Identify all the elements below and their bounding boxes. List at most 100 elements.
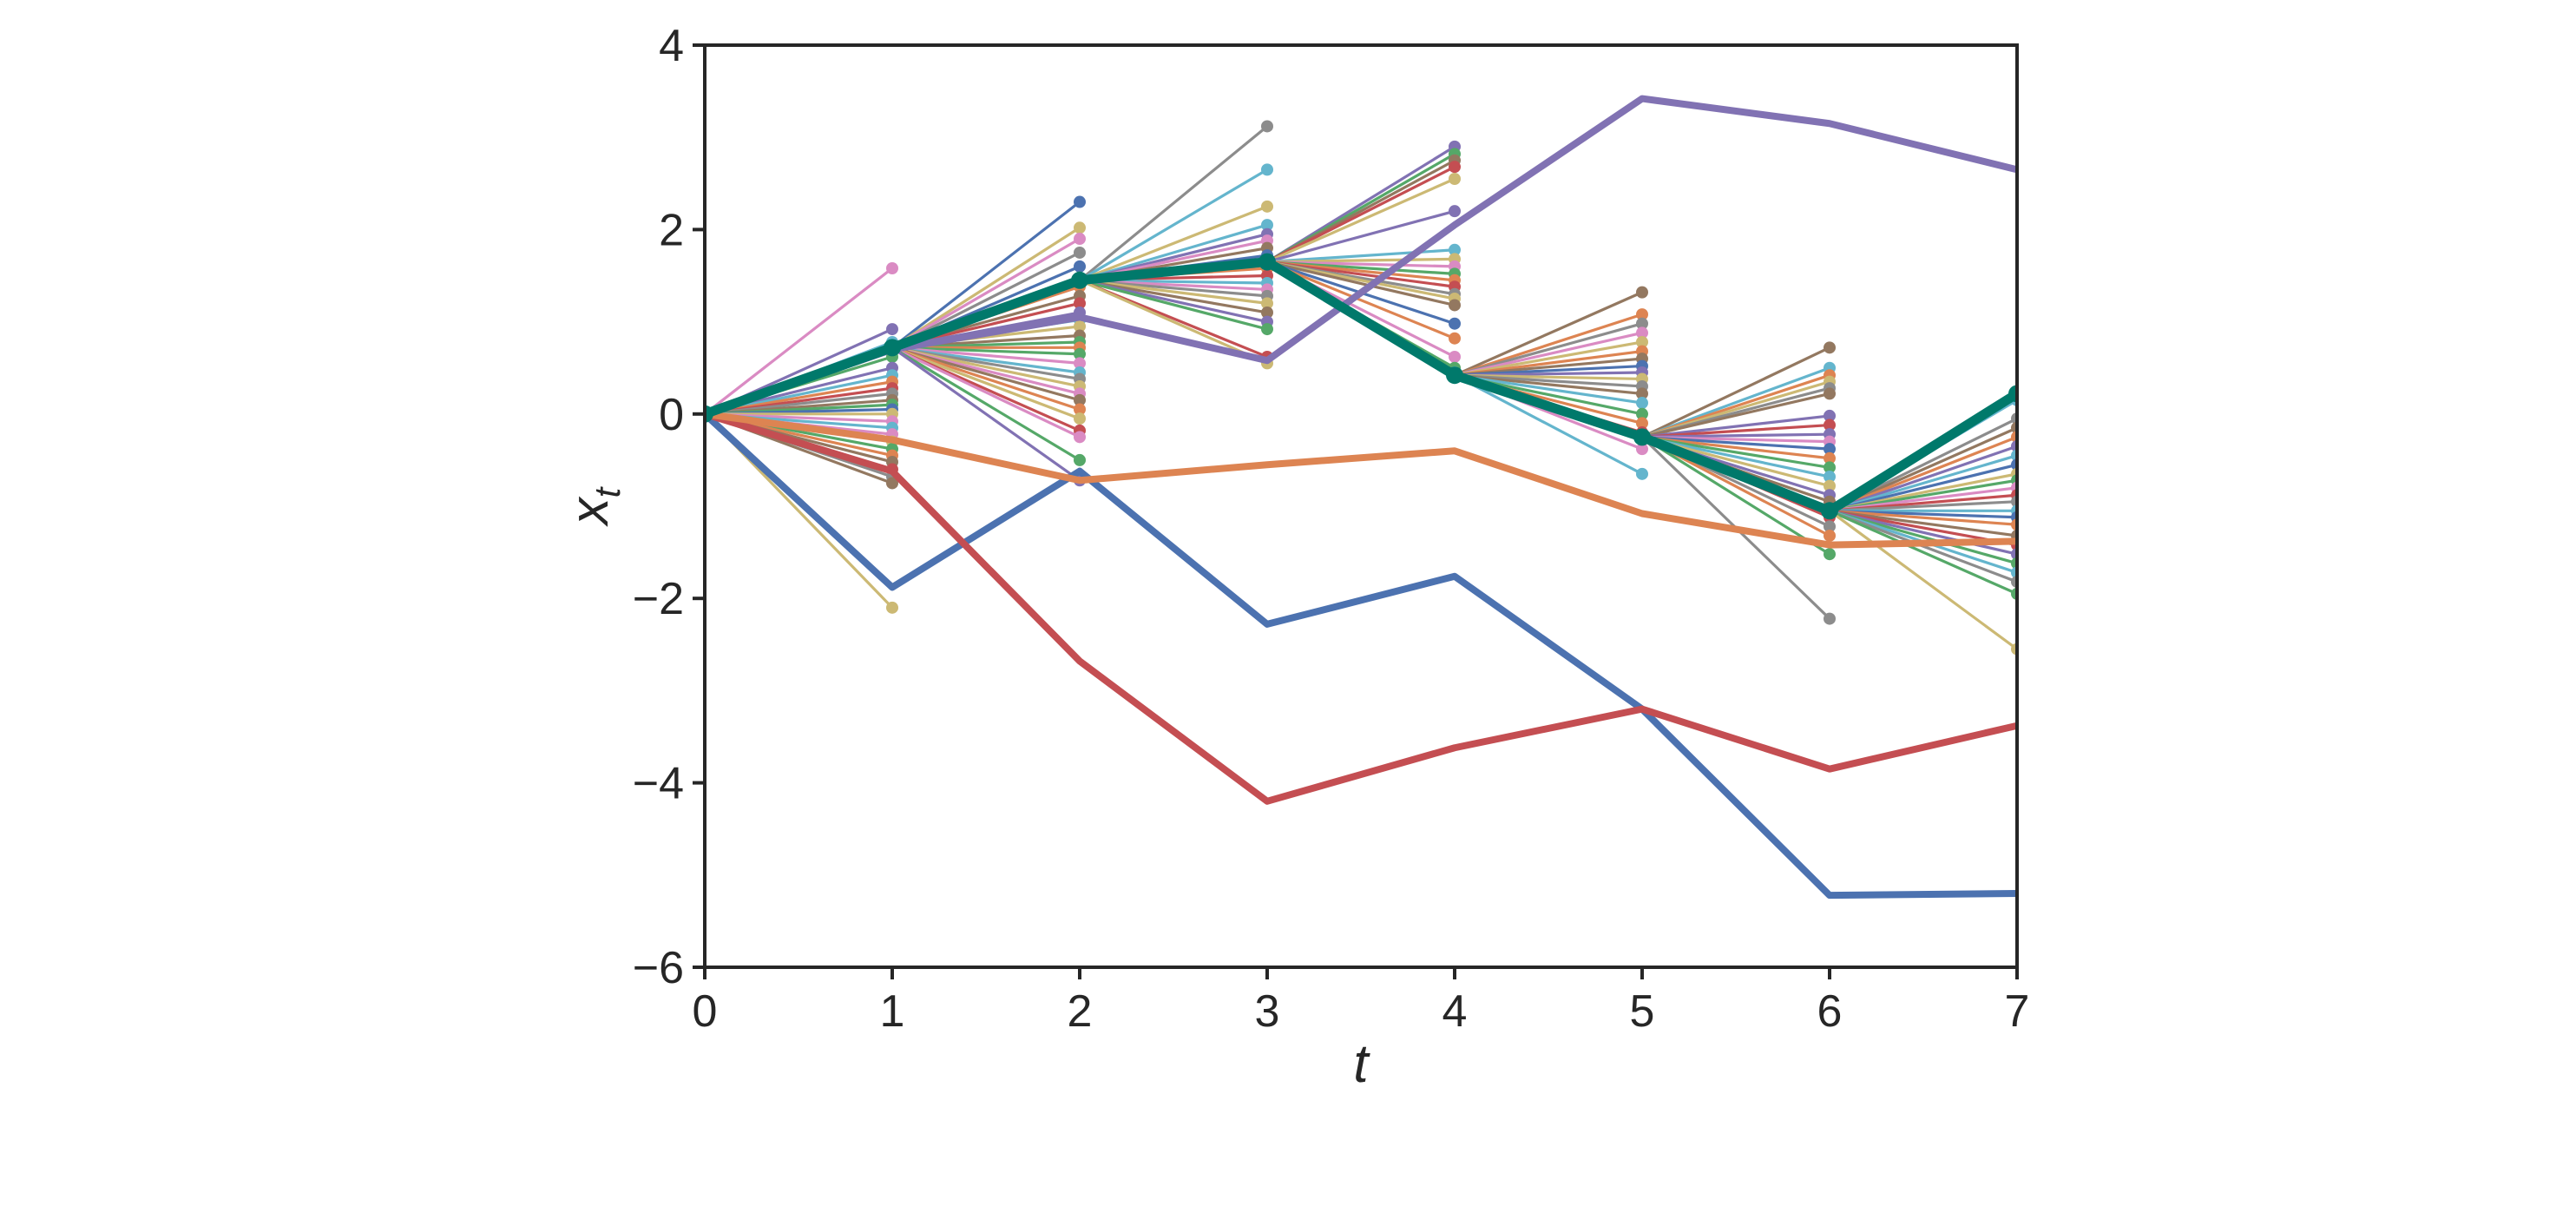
sample-point-t2-23 [1074,412,1086,425]
sample-line-t6-10 [1640,435,1831,451]
sample-point-t6-11 [1824,452,1836,465]
sample-point-t1-0 [886,262,898,275]
sample-line-t5-2 [1453,322,1644,377]
y-axis-ticks: 4 2 0 −2 −4 −6 [633,21,705,993]
sample-point-t2-21 [1074,393,1086,406]
sample-line-t6-13 [1640,435,1831,478]
sample-line-t3-17 [1078,279,1269,331]
sample-line-t7-5 [1828,453,2017,512]
sample-point-t6-0 [1824,341,1836,354]
trajectory-point-4-5 [1633,428,1651,446]
sample-line-t6-11 [1640,435,1831,460]
sample-line-t7-18 [1828,509,2017,565]
sample-line-t7-3 [1828,435,2017,512]
sample-point-t1-1 [886,323,898,336]
sample-line-t5-4 [1453,340,1644,377]
sample-point-t5-13 [1636,407,1648,420]
trajectory-point-4-4 [1446,366,1463,385]
sample-point-t5-12 [1636,397,1648,410]
x-tick-label-1: 1 [880,986,905,1037]
trajectory-line-4 [705,257,2017,516]
sample-line-t4-3 [1265,165,1456,264]
sample-point-t1-23 [886,477,898,490]
sample-line-t3-0 [1078,124,1269,282]
sample-point-t5-4 [1636,335,1648,348]
sample-line-t3-19 [1078,279,1269,365]
sample-line-t2-0 [890,200,1081,349]
sample-line-t2-26 [890,346,1081,462]
sample-line-t6-5 [1640,392,1831,438]
sample-point-t5-0 [1636,286,1648,299]
sample-point-t5-2 [1636,317,1648,330]
sample-point-t6-14 [1824,479,1836,492]
sample-point-t1-24 [886,601,898,614]
sample-point-t6-20 [1824,548,1836,561]
sample-line-t5-1 [1453,313,1644,377]
sample-line-t2-23 [890,346,1081,420]
sample-line-t6-12 [1640,435,1831,469]
sample-point-t3-2 [1261,200,1273,213]
sample-line-t7-11 [1828,500,2017,512]
sample-point-t2-4 [1074,260,1086,273]
sample-point-t2-1 [1074,221,1086,234]
sample-point-t2-25 [1074,431,1086,444]
y-tick-label-4: −4 [633,759,684,809]
plot-frame [703,43,2019,969]
y-axis-label-base: x [560,496,620,527]
sample-line-t6-20 [1640,435,1831,556]
sample-point-t2-15 [1074,347,1086,360]
sample-line-t4-6 [1265,248,1456,264]
sample-line-t7-2 [1828,426,2017,512]
x-tick-label-3: 3 [1255,986,1280,1037]
sample-point-t3-0 [1261,120,1273,133]
sample-line-t2-25 [890,346,1081,438]
trajectory-point-4-7 [2008,385,2017,403]
sample-point-t4-15 [1449,317,1461,330]
sample-point-t3-17 [1261,323,1273,336]
sample-point-t2-8 [1074,297,1086,310]
sample-line-t2-16 [890,346,1081,365]
sample-point-t5-11 [1636,387,1648,400]
sample-line-t5-0 [1453,291,1644,377]
sample-line-t1-0 [705,267,894,416]
trajectory-point-4-6 [1821,502,1838,520]
sample-line-t4-4 [1265,177,1456,264]
sample-point-t6-10 [1824,443,1836,456]
trajectory-line-3 [705,95,2017,418]
sample-point-t4-5 [1449,205,1461,218]
x-tick-label-7: 7 [2005,986,2030,1037]
sample-line-t3-1 [1078,168,1269,282]
sample-point-t5-17 [1636,443,1648,456]
sample-point-t4-4 [1449,172,1461,185]
sample-point-t6-21 [1824,612,1836,625]
sample-point-t4-16 [1449,332,1461,345]
x-tick-label-6: 6 [1817,986,1843,1037]
sample-line-t7-21 [1828,509,2017,596]
sample-line-t7-22 [1828,509,2017,651]
sample-line-t5-12 [1453,373,1644,405]
y-tick-label-1: 2 [659,205,684,255]
sample-line-t2-22 [890,346,1081,412]
sample-line-t3-3 [1078,223,1269,282]
sample-line-t4-5 [1265,209,1456,264]
x-axis-label: t [1353,1034,1370,1094]
sample-line-t3-14 [1078,279,1269,305]
sample-point-t5-3 [1636,326,1648,339]
sample-point-t2-11 [1074,320,1086,333]
sample-point-t6-13 [1824,471,1836,484]
sample-point-t5-18 [1636,467,1648,480]
x-tick-label-2: 2 [1068,986,1093,1037]
y-axis-label: xt [560,485,628,527]
sample-point-t4-6 [1449,243,1461,256]
sample-line-t7-4 [1828,445,2017,512]
sample-point-t3-15 [1261,306,1273,319]
x-axis-ticks: 0 1 2 3 4 5 6 7 [693,967,2030,1037]
sample-line-t2-21 [890,346,1081,402]
sample-line-t5-18 [1453,373,1644,476]
sample-line-t4-16 [1265,260,1456,340]
sample-point-t6-18 [1824,520,1836,533]
y-tick-label-2: 0 [659,390,684,440]
sample-line-t2-1 [890,226,1081,349]
sample-point-t6-12 [1824,461,1836,474]
